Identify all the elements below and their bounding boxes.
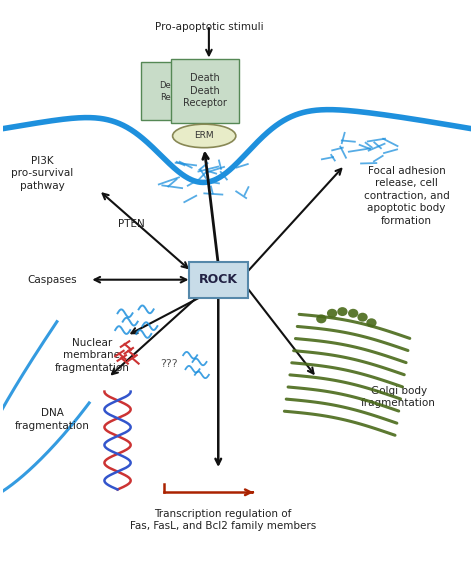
Ellipse shape <box>316 314 327 323</box>
Ellipse shape <box>173 124 236 147</box>
Ellipse shape <box>366 318 377 327</box>
Text: ???: ??? <box>160 359 178 368</box>
Text: DNA
fragmentation: DNA fragmentation <box>15 408 90 431</box>
Text: PI3K
pro-survival
pathway: PI3K pro-survival pathway <box>11 156 74 191</box>
Text: Caspases: Caspases <box>27 275 77 285</box>
Text: PTEN: PTEN <box>118 219 145 229</box>
Ellipse shape <box>327 309 337 318</box>
Text: De
Re: De Re <box>159 81 171 102</box>
FancyBboxPatch shape <box>189 262 247 298</box>
Ellipse shape <box>337 307 347 316</box>
Text: ERM: ERM <box>194 132 214 141</box>
Text: Focal adhesion
release, cell
contraction, and
apoptotic body
formation: Focal adhesion release, cell contraction… <box>364 166 449 225</box>
Text: ROCK: ROCK <box>199 273 238 286</box>
Text: Golgi body
fragmentation: Golgi body fragmentation <box>361 386 436 408</box>
Ellipse shape <box>348 309 358 318</box>
Text: Nuclear
membrane
fragmentation: Nuclear membrane fragmentation <box>55 338 129 373</box>
Text: Death
Death
Receptor: Death Death Receptor <box>183 73 227 108</box>
Text: Transcription regulation of
Fas, FasL, and Bcl2 family members: Transcription regulation of Fas, FasL, a… <box>130 509 316 532</box>
Text: Pro-apoptotic stimuli: Pro-apoptotic stimuli <box>155 23 263 32</box>
FancyBboxPatch shape <box>172 59 239 123</box>
Ellipse shape <box>357 312 368 321</box>
FancyBboxPatch shape <box>141 62 190 120</box>
